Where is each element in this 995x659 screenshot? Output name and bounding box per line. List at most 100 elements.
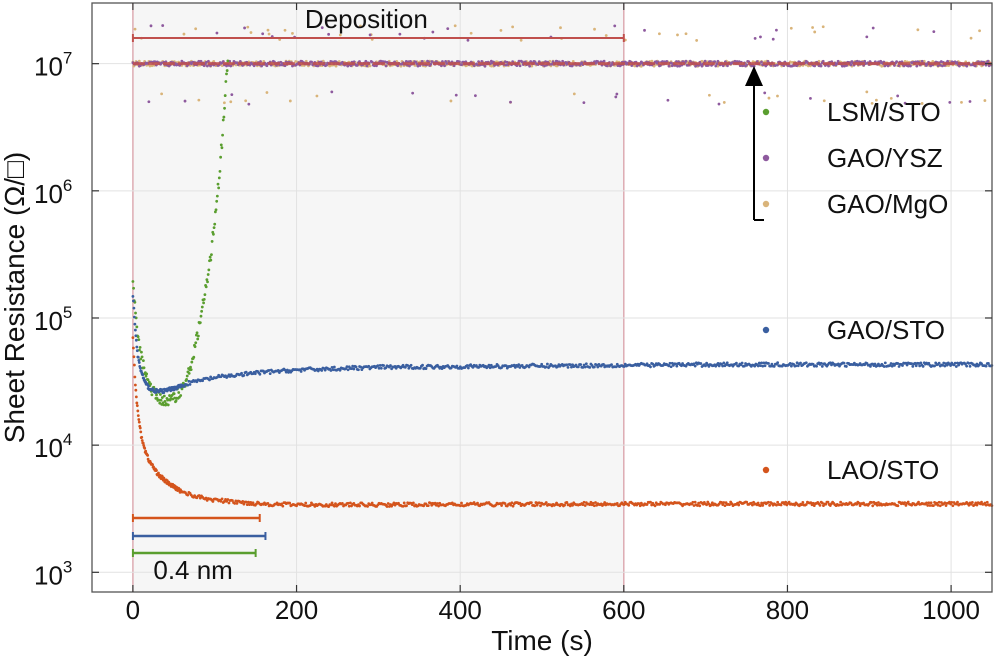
data-point — [914, 364, 918, 368]
data-point — [446, 27, 450, 31]
data-point — [865, 90, 869, 94]
data-point — [903, 60, 907, 63]
data-point — [530, 64, 534, 68]
data-point — [970, 500, 974, 504]
data-point — [222, 115, 226, 119]
data-point — [206, 273, 210, 276]
data-point — [211, 500, 215, 503]
data-point — [265, 64, 269, 68]
data-point — [348, 501, 352, 505]
data-point — [700, 64, 704, 68]
data-point — [910, 362, 914, 366]
data-point — [716, 59, 720, 63]
data-point — [582, 500, 586, 504]
data-point — [602, 59, 606, 63]
data-point — [140, 439, 144, 442]
data-point — [645, 503, 649, 506]
data-point — [220, 146, 224, 150]
data-point — [140, 435, 144, 439]
data-point — [911, 364, 915, 368]
data-point — [737, 503, 741, 507]
data-point — [576, 365, 580, 369]
data-point — [133, 383, 137, 387]
data-point — [974, 501, 978, 505]
data-point — [975, 503, 979, 507]
data-point — [140, 355, 144, 359]
data-point — [249, 501, 253, 504]
data-point — [714, 64, 718, 68]
data-point — [592, 504, 596, 508]
data-point — [794, 364, 798, 368]
data-point — [145, 372, 149, 376]
data-point — [821, 59, 825, 63]
data-point — [137, 361, 141, 364]
data-point — [674, 362, 678, 366]
data-point — [161, 401, 165, 405]
data-point — [466, 366, 470, 370]
data-point — [222, 101, 226, 105]
data-point — [142, 366, 146, 370]
data-point — [331, 368, 335, 372]
data-point — [819, 361, 823, 365]
data-point — [643, 28, 646, 32]
data-point — [196, 337, 200, 341]
data-point — [708, 93, 711, 97]
data-point — [588, 365, 592, 369]
data-point — [843, 64, 846, 68]
data-point — [818, 504, 822, 507]
data-point — [454, 93, 458, 97]
data-point — [857, 501, 861, 505]
data-point — [329, 503, 333, 507]
data-point — [460, 63, 463, 67]
data-point — [941, 363, 944, 367]
data-point — [717, 102, 721, 106]
data-point — [691, 500, 695, 504]
data-point — [480, 59, 484, 63]
data-point — [226, 498, 230, 501]
data-point — [244, 99, 248, 103]
data-point — [909, 64, 912, 68]
data-point — [933, 364, 936, 368]
data-point — [882, 365, 886, 368]
data-point — [285, 368, 289, 372]
data-point — [194, 27, 198, 31]
data-point — [203, 293, 207, 296]
data-point — [248, 503, 251, 507]
data-point — [855, 59, 859, 63]
data-point — [338, 368, 342, 372]
data-point — [637, 502, 641, 506]
data-point — [234, 499, 238, 503]
data-point — [458, 504, 462, 508]
saturation-arrow-head — [745, 66, 763, 86]
data-point — [420, 60, 424, 63]
data-point — [984, 503, 988, 507]
data-point — [757, 361, 761, 365]
data-point — [510, 501, 514, 505]
data-point — [219, 499, 223, 503]
data-point — [208, 255, 212, 259]
data-point — [325, 63, 328, 67]
data-point — [517, 59, 521, 63]
data-point — [136, 409, 140, 413]
data-point — [219, 155, 223, 159]
legend-label: LSM/STO — [827, 97, 941, 127]
legend-label: GAO/YSZ — [827, 143, 943, 173]
data-point — [138, 366, 142, 370]
data-point — [137, 59, 141, 63]
data-point — [948, 101, 952, 104]
data-point — [588, 503, 592, 506]
data-point — [583, 504, 587, 507]
series-gao-sto — [131, 294, 994, 395]
data-point — [593, 27, 596, 31]
data-point — [815, 364, 818, 368]
data-point — [905, 363, 909, 367]
data-point — [759, 364, 762, 367]
annotation-layer: Deposition 0.4 nm — [131, 4, 764, 585]
data-point — [733, 59, 737, 63]
data-point — [984, 364, 988, 368]
legend-label: LAO/STO — [827, 455, 939, 485]
data-point — [151, 463, 154, 467]
data-point — [512, 363, 516, 367]
data-point — [920, 59, 924, 63]
